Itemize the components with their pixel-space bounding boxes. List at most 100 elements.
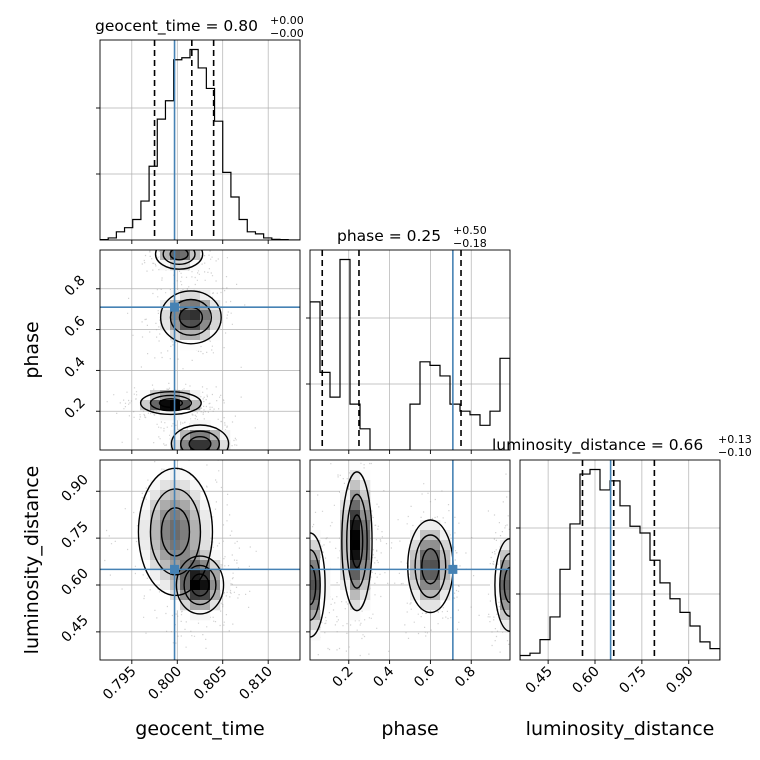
joint-geocent-time-phase-density-cell xyxy=(180,310,191,321)
joint-geocent-time-phase-contour xyxy=(170,424,230,450)
joint-geocent-time-luminosity-distance-density-cell xyxy=(180,570,191,581)
joint-geocent-time-phase-density-cell xyxy=(160,410,171,421)
joint-geocent-time-luminosity-distance-density-cell xyxy=(160,520,171,531)
joint-phase-luminosity-distance-density-cell xyxy=(420,520,431,531)
joint-phase-luminosity-distance-density-cell xyxy=(310,630,321,641)
joint-geocent-time-phase-density-cell xyxy=(160,250,171,261)
joint-geocent-time-luminosity-distance-density-cell xyxy=(180,590,191,601)
joint-geocent-time-luminosity-distance-density-cell xyxy=(150,480,161,491)
joint-geocent-time-luminosity-distance-density-cell xyxy=(140,530,151,541)
joint-geocent-time-luminosity-distance-density-cell xyxy=(190,560,201,571)
joint-phase-luminosity-distance-density-cell xyxy=(440,590,451,601)
joint-geocent-time-luminosity-distance-density-cell xyxy=(160,500,171,511)
hist-luminosity-distance-content xyxy=(520,460,720,660)
joint-geocent-time-luminosity-distance-density-cell xyxy=(140,520,151,531)
joint-phase-luminosity-distance-density-cell xyxy=(420,600,431,611)
joint-phase-luminosity-distance-density-cell xyxy=(310,540,321,551)
joint-phase-luminosity-distance-density-cell xyxy=(350,520,361,531)
joint-phase-luminosity-distance-density-cell xyxy=(500,560,510,571)
joint-geocent-time-luminosity-distance-density-cell xyxy=(150,490,161,501)
joint-geocent-time-phase-density-cell xyxy=(190,400,201,411)
joint-geocent-time-luminosity-distance-density-cell xyxy=(150,520,161,531)
joint-phase-luminosity-distance-density-cell xyxy=(340,570,351,581)
joint-geocent-time-luminosity-distance-density-cell xyxy=(180,600,191,611)
joint-geocent-time-luminosity-distance-contour xyxy=(160,507,191,557)
joint-geocent-time-luminosity-distance-density-cell xyxy=(150,530,161,541)
joint-geocent-time-luminosity-distance-density-cell xyxy=(210,570,221,581)
joint-phase-luminosity-distance-contour xyxy=(310,532,326,638)
joint-geocent-time-luminosity-distance-density-cell xyxy=(140,540,151,551)
joint-geocent-time-luminosity-distance-density-cell xyxy=(160,540,171,551)
xtick-label-luminosity-distance: 0.75 xyxy=(616,664,649,697)
joint-phase-luminosity-distance-density-cell xyxy=(420,540,431,551)
joint-geocent-time-phase-contour xyxy=(162,250,196,265)
joint-phase-luminosity-distance-density-cell xyxy=(350,570,361,581)
joint-geocent-time-phase-contour xyxy=(154,250,204,270)
joint-phase-luminosity-distance-density-cell xyxy=(350,550,361,561)
hist-phase-content xyxy=(310,250,510,450)
joint-phase-luminosity-distance-density-cell xyxy=(500,610,510,621)
ytick-label-phase: 0.6 xyxy=(62,313,89,340)
xtick-label-luminosity-distance: 0.45 xyxy=(523,664,556,697)
joint-phase-luminosity-distance-density-cell xyxy=(360,570,371,581)
joint-phase-luminosity-distance-density-cell xyxy=(340,520,351,531)
title-geocent-time-lower: −0.00 xyxy=(270,27,304,40)
joint-phase-luminosity-distance-density-cell xyxy=(410,530,421,541)
hist-geocent-time-frame xyxy=(99,39,301,241)
joint-phase-luminosity-distance-density-cell xyxy=(440,580,451,591)
joint-geocent-time-luminosity-distance-density-cell xyxy=(190,520,201,531)
joint-geocent-time-luminosity-distance-density-cell xyxy=(180,530,191,541)
joint-phase-luminosity-distance-density-cell xyxy=(430,530,441,541)
joint-geocent-time-luminosity-distance-density-cell xyxy=(180,470,191,481)
joint-phase-luminosity-distance-contour xyxy=(414,534,447,599)
joint-phase-luminosity-distance-density-cell xyxy=(350,540,361,551)
joint-geocent-time-luminosity-distance-density-cell xyxy=(200,500,211,511)
joint-phase-luminosity-distance-panel: 0.2 0.4 0.6 0.8 xyxy=(306,459,511,691)
joint-geocent-time-phase-density-cell xyxy=(210,300,221,311)
joint-geocent-time-luminosity-distance-density-cell xyxy=(180,520,191,531)
joint-geocent-time-phase-contour xyxy=(179,430,221,450)
joint-geocent-time-luminosity-distance-density-cell xyxy=(200,550,211,561)
joint-geocent-time-luminosity-distance-contour xyxy=(190,573,210,597)
title-phase: phase = 0.25 xyxy=(337,227,441,245)
hist-phase-frame xyxy=(309,249,511,451)
joint-geocent-time-luminosity-distance-density-cell xyxy=(190,610,201,621)
joint-geocent-time-phase-density-cell xyxy=(180,390,191,401)
joint-phase-luminosity-distance-density-cell xyxy=(500,580,510,591)
joint-geocent-time-phase-density-cell xyxy=(180,340,191,351)
joint-geocent-time-luminosity-distance-density-cell xyxy=(210,600,221,611)
ylabel-phase: phase xyxy=(21,321,43,378)
xtick-label-geocent-time: 0.795 xyxy=(100,664,140,704)
joint-phase-luminosity-distance-density-cell xyxy=(350,600,361,611)
joint-geocent-time-phase-density-cell xyxy=(210,440,221,450)
joint-phase-luminosity-distance-density-cell xyxy=(310,560,321,571)
joint-phase-luminosity-distance-density-cell xyxy=(350,500,361,511)
joint-geocent-time-luminosity-distance-density-cell xyxy=(160,480,171,491)
joint-phase-luminosity-distance-density-cell xyxy=(340,550,351,561)
joint-geocent-time-luminosity-distance-density-cell xyxy=(190,480,201,491)
joint-geocent-time-phase-density-cell xyxy=(210,310,221,321)
title-luminosity-distance-upper: +0.13 xyxy=(718,433,752,446)
joint-phase-luminosity-distance-density-cell xyxy=(340,590,351,601)
joint-geocent-time-luminosity-distance-density-cell xyxy=(180,550,191,561)
ytick-label-luminosity-distance: 0.90 xyxy=(58,472,91,505)
joint-geocent-time-phase-contour xyxy=(169,298,213,336)
joint-geocent-time-luminosity-distance-density-cell xyxy=(200,560,211,571)
joint-phase-luminosity-distance-density-cell xyxy=(420,580,431,591)
joint-geocent-time-luminosity-distance-density-cell xyxy=(200,580,211,591)
joint-geocent-time-phase-density-cell xyxy=(160,320,171,331)
joint-geocent-time-luminosity-distance-density-cell xyxy=(180,540,191,551)
joint-geocent-time-phase-density-cell xyxy=(190,340,201,351)
xtick-label-phase: 0.8 xyxy=(452,664,479,691)
joint-geocent-time-phase-density-cell xyxy=(180,290,191,301)
joint-geocent-time-phase-density-cell xyxy=(160,310,171,321)
joint-phase-luminosity-distance-density-cell xyxy=(420,530,431,541)
joint-geocent-time-phase-density-cell xyxy=(220,440,231,450)
xtick-label-luminosity-distance: 0.60 xyxy=(569,664,602,697)
joint-geocent-time-phase-contour xyxy=(158,398,184,409)
joint-phase-luminosity-distance-density-cell xyxy=(360,590,371,601)
joint-geocent-time-phase-frame xyxy=(99,249,301,451)
joint-phase-luminosity-distance-density-cell xyxy=(440,530,451,541)
title-luminosity-distance: luminosity_distance = 0.66 xyxy=(492,436,703,455)
joint-geocent-time-luminosity-distance-density-cell xyxy=(140,550,151,561)
